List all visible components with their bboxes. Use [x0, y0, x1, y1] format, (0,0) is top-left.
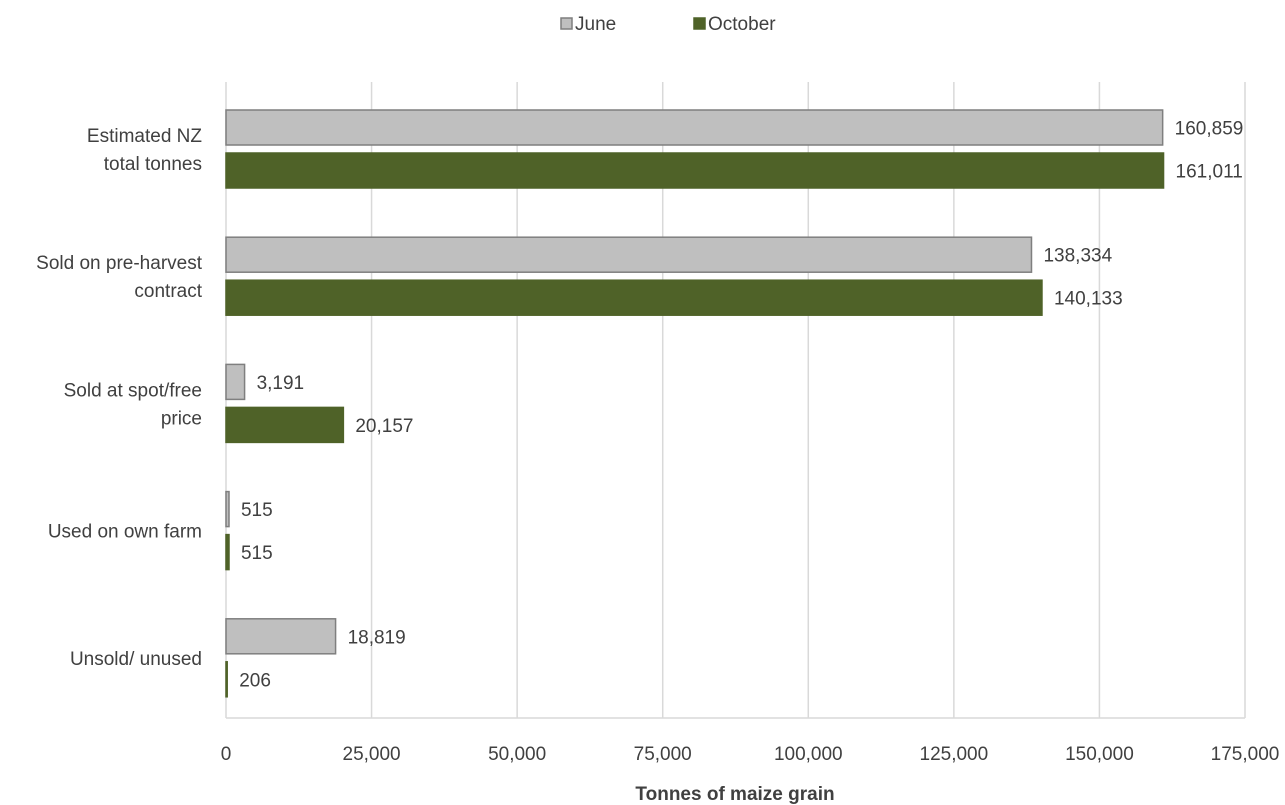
bar [225, 236, 1033, 273]
bar [225, 152, 1165, 189]
bars [225, 109, 1165, 698]
data-label: 18,819 [348, 627, 406, 648]
data-label: 161,011 [1176, 162, 1243, 183]
bar [225, 406, 345, 444]
data-label: 515 [241, 500, 273, 521]
legend-swatch [693, 17, 706, 30]
bar [225, 363, 246, 401]
x-tick-label: 75,000 [634, 744, 692, 765]
category-label: Unsold/ unused [70, 649, 202, 670]
legend-label: June [575, 14, 616, 35]
x-axis-title: Tonnes of maize grain [635, 784, 834, 805]
category-label: Estimated NZ [87, 126, 202, 147]
bar [225, 618, 337, 655]
legend-label: October [708, 14, 776, 35]
data-label: 140,133 [1054, 289, 1123, 310]
bar [225, 490, 230, 528]
bar [225, 279, 1043, 316]
data-label: 160,859 [1175, 119, 1244, 140]
x-tick-label: 125,000 [920, 744, 989, 765]
x-tick-label: 175,000 [1211, 744, 1280, 765]
category-label: price [161, 408, 202, 429]
x-tick-label: 50,000 [488, 744, 546, 765]
data-label: 206 [239, 670, 271, 691]
category-label: Sold on pre-harvest [36, 253, 203, 274]
category-label: Used on own farm [48, 522, 202, 543]
data-label: 20,157 [355, 416, 413, 437]
x-tick-labels: 0 25,000 50,000 75,000 100,000 125,000 150,000… [221, 744, 1280, 765]
x-tick-label: 0 [221, 744, 232, 765]
legend-swatch [560, 17, 573, 30]
category-label: Sold at spot/free [64, 380, 202, 401]
bar [225, 109, 1164, 146]
bar [225, 661, 228, 698]
data-label: 138,334 [1043, 246, 1112, 267]
x-tick-label: 150,000 [1065, 744, 1134, 765]
bar [225, 533, 230, 571]
legend: June October [560, 14, 776, 35]
category-label: total tonnes [104, 154, 202, 175]
data-labels: 160,859 161,011 138,334 140,133 3,191 20,157 5… [239, 119, 1243, 692]
category-labels: Estimated NZ total tonnes Sold on pre-harv… [36, 126, 203, 670]
data-label: 515 [241, 543, 273, 564]
x-tick-label: 25,000 [343, 744, 401, 765]
x-tick-label: 100,000 [774, 744, 843, 765]
category-label: contract [134, 281, 202, 302]
data-label: 3,191 [257, 373, 305, 394]
